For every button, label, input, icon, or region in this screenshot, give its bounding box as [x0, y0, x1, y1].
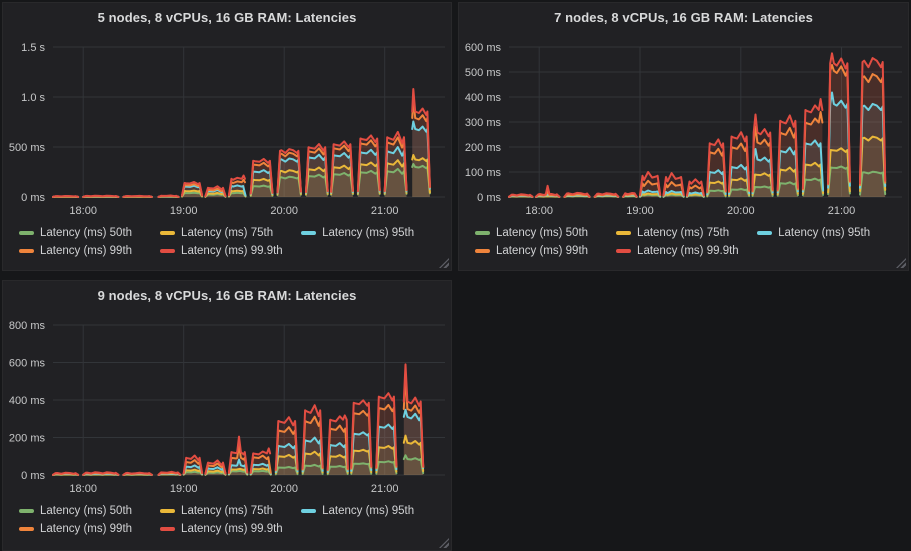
svg-text:21:00: 21:00	[371, 483, 399, 495]
svg-text:500 ms: 500 ms	[465, 67, 502, 79]
legend-swatch-icon	[19, 231, 34, 235]
legend: Latency (ms) 50th Latency (ms) 75th Latenc…	[475, 227, 905, 257]
panel-title[interactable]: 7 nodes, 8 vCPUs, 16 GB RAM: Latencies	[554, 10, 813, 25]
svg-text:500 ms: 500 ms	[9, 142, 46, 154]
svg-text:21:00: 21:00	[828, 205, 856, 217]
legend-swatch-icon	[301, 509, 317, 513]
legend-label: Latency (ms) 75th	[637, 227, 730, 239]
svg-text:20:00: 20:00	[727, 205, 755, 217]
legend-item-p75[interactable]: Latency (ms) 75th	[160, 505, 273, 517]
legend-label: Latency (ms) 95th	[322, 227, 415, 239]
legend-label: Latency (ms) 99th	[40, 245, 133, 257]
svg-text:0 ms: 0 ms	[21, 192, 45, 204]
legend: Latency (ms) 50th Latency (ms) 75th Latenc…	[19, 505, 449, 535]
svg-text:1.0 s: 1.0 s	[21, 92, 45, 104]
svg-text:600 ms: 600 ms	[465, 42, 502, 54]
panel-7-nodes-latencies: 7 nodes, 8 vCPUs, 16 GB RAM: Latencies 0…	[458, 2, 909, 271]
legend-label: Latency (ms) 75th	[181, 227, 274, 239]
latency-chart-5-nodes[interactable]: 0 ms 500 ms 1.0 s 1.5 s 18:00 19:00 20:00 21:00	[3, 3, 451, 224]
legend-label: Latency (ms) 99.9th	[181, 245, 283, 257]
legend-swatch-icon	[160, 527, 176, 531]
svg-text:19:00: 19:00	[170, 483, 198, 495]
legend-item-p999[interactable]: Latency (ms) 99.9th	[160, 523, 283, 535]
legend-swatch-icon	[160, 249, 176, 253]
legend-swatch-icon	[19, 527, 34, 531]
legend-swatch-icon	[160, 509, 176, 513]
legend-item-p95[interactable]: Latency (ms) 95th	[301, 505, 414, 517]
svg-text:20:00: 20:00	[270, 205, 298, 217]
legend-item-p99[interactable]: Latency (ms) 99th	[19, 245, 132, 257]
legend-item-p50[interactable]: Latency (ms) 50th	[475, 227, 588, 239]
panel-5-nodes-latencies: 5 nodes, 8 vCPUs, 16 GB RAM: Latencies 0…	[2, 2, 452, 271]
svg-text:19:00: 19:00	[626, 205, 654, 217]
panel-resize-handle-icon[interactable]	[439, 538, 449, 548]
legend-item-p75[interactable]: Latency (ms) 75th	[616, 227, 729, 239]
legend-swatch-icon	[757, 231, 773, 235]
panel-title[interactable]: 9 nodes, 8 vCPUs, 16 GB RAM: Latencies	[97, 288, 357, 303]
legend-label: Latency (ms) 50th	[40, 227, 133, 239]
legend-item-p75[interactable]: Latency (ms) 75th	[160, 227, 273, 239]
svg-text:400 ms: 400 ms	[9, 395, 46, 407]
legend-item-p99[interactable]: Latency (ms) 99th	[475, 245, 588, 257]
svg-text:800 ms: 800 ms	[9, 320, 46, 332]
svg-text:0 ms: 0 ms	[21, 470, 45, 482]
legend-item-p95[interactable]: Latency (ms) 95th	[757, 227, 870, 239]
legend-swatch-icon	[475, 231, 490, 235]
legend-swatch-icon	[475, 249, 490, 253]
svg-text:200 ms: 200 ms	[465, 142, 502, 154]
svg-text:20:00: 20:00	[270, 483, 298, 495]
legend-label: Latency (ms) 99th	[40, 523, 133, 535]
legend-swatch-icon	[301, 231, 317, 235]
svg-text:600 ms: 600 ms	[9, 358, 46, 370]
panel-resize-handle-icon[interactable]	[439, 258, 449, 268]
legend: Latency (ms) 50th Latency (ms) 75th Latenc…	[19, 227, 449, 257]
legend-label: Latency (ms) 50th	[496, 227, 589, 239]
svg-text:200 ms: 200 ms	[9, 433, 46, 445]
legend-label: Latency (ms) 95th	[778, 227, 871, 239]
legend-item-p99[interactable]: Latency (ms) 99th	[19, 523, 132, 535]
legend-item-p999[interactable]: Latency (ms) 99.9th	[616, 245, 739, 257]
legend-label: Latency (ms) 99th	[496, 245, 589, 257]
svg-text:1.5 s: 1.5 s	[21, 42, 45, 54]
legend-label: Latency (ms) 99.9th	[637, 245, 739, 257]
legend-swatch-icon	[616, 231, 632, 235]
legend-item-p50[interactable]: Latency (ms) 50th	[19, 227, 132, 239]
svg-text:300 ms: 300 ms	[465, 117, 502, 129]
legend-swatch-icon	[616, 249, 632, 253]
svg-text:18:00: 18:00	[69, 205, 97, 217]
legend-label: Latency (ms) 95th	[322, 505, 415, 517]
legend-label: Latency (ms) 75th	[181, 505, 274, 517]
latency-chart-9-nodes[interactable]: 0 ms 200 ms 400 ms 600 ms 800 ms 18:00 19:00 20…	[3, 281, 451, 502]
svg-text:21:00: 21:00	[371, 205, 399, 217]
svg-text:18:00: 18:00	[69, 483, 97, 495]
legend-item-p999[interactable]: Latency (ms) 99.9th	[160, 245, 283, 257]
svg-text:400 ms: 400 ms	[465, 92, 502, 104]
panel-title[interactable]: 5 nodes, 8 vCPUs, 16 GB RAM: Latencies	[97, 10, 357, 25]
svg-text:19:00: 19:00	[170, 205, 198, 217]
legend-label: Latency (ms) 99.9th	[181, 523, 283, 535]
svg-text:100 ms: 100 ms	[465, 167, 502, 179]
svg-text:0 ms: 0 ms	[477, 192, 501, 204]
legend-swatch-icon	[160, 231, 176, 235]
legend-label: Latency (ms) 50th	[40, 505, 133, 517]
panel-resize-handle-icon[interactable]	[896, 258, 906, 268]
latency-chart-7-nodes[interactable]: 0 ms 100 ms 200 ms 300 ms 400 ms 500 ms 600 ms…	[459, 3, 908, 224]
legend-item-p50[interactable]: Latency (ms) 50th	[19, 505, 132, 517]
legend-swatch-icon	[19, 509, 34, 513]
legend-item-p95[interactable]: Latency (ms) 95th	[301, 227, 414, 239]
panel-9-nodes-latencies: 9 nodes, 8 vCPUs, 16 GB RAM: Latencies 0…	[2, 280, 452, 551]
svg-text:18:00: 18:00	[525, 205, 553, 217]
legend-swatch-icon	[19, 249, 34, 253]
